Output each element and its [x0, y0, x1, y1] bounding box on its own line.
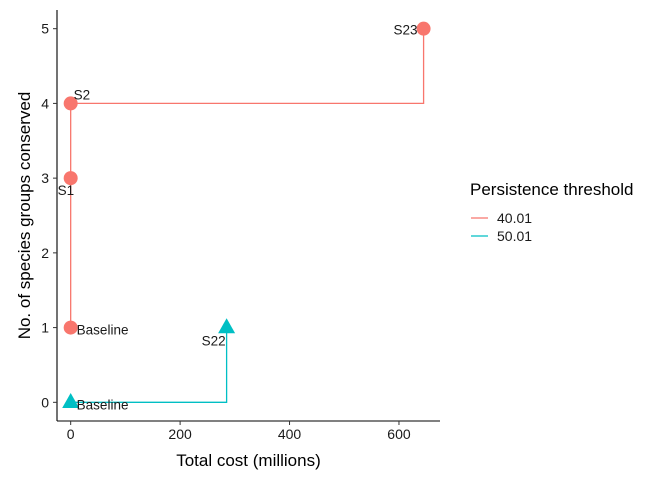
x-tick-label: 600: [387, 426, 411, 442]
y-tick-label: 5: [41, 21, 49, 37]
data-point-triangle: [218, 318, 236, 334]
data-point-triangle: [62, 393, 80, 409]
x-tick-label: 0: [67, 426, 75, 442]
legend-label: 40.01: [497, 210, 532, 226]
y-tick-label: 2: [41, 245, 49, 261]
x-tick-label: 200: [168, 426, 192, 442]
point-label: S23: [394, 23, 418, 38]
series-lines: [70, 28, 425, 403]
y-tick-label: 0: [41, 394, 49, 410]
data-point-circle: [63, 320, 78, 335]
point-label: Baseline: [77, 323, 129, 338]
legend: Persistence threshold 40.01 50.01: [470, 180, 633, 244]
data-point-circle: [63, 171, 78, 186]
point-label: Baseline: [77, 397, 129, 412]
point-label: S2: [74, 87, 91, 102]
axes: 0 200 400 600 0 1 2 3 4 5: [41, 10, 440, 442]
point-label: S1: [58, 183, 75, 198]
y-tick-label: 1: [41, 320, 49, 336]
data-points: [62, 21, 431, 409]
y-tick-label: 4: [41, 95, 49, 111]
series-line-50.01: [70, 327, 228, 403]
point-label: S22: [202, 334, 226, 349]
y-axis-title: No. of species groups conserved: [15, 92, 34, 340]
legend-items: 40.01 50.01: [471, 210, 532, 244]
data-point-circle: [63, 96, 78, 111]
y-tick-label: 3: [41, 170, 49, 186]
point-labels: Baseline S1 S2 S23 Baseline S22: [58, 23, 418, 413]
data-point-circle: [416, 21, 431, 36]
x-tick-label: 400: [278, 426, 302, 442]
legend-title: Persistence threshold: [470, 180, 633, 199]
series-line-40.01: [70, 28, 425, 328]
x-axis-title: Total cost (millions): [176, 451, 321, 470]
legend-label: 50.01: [497, 228, 532, 244]
